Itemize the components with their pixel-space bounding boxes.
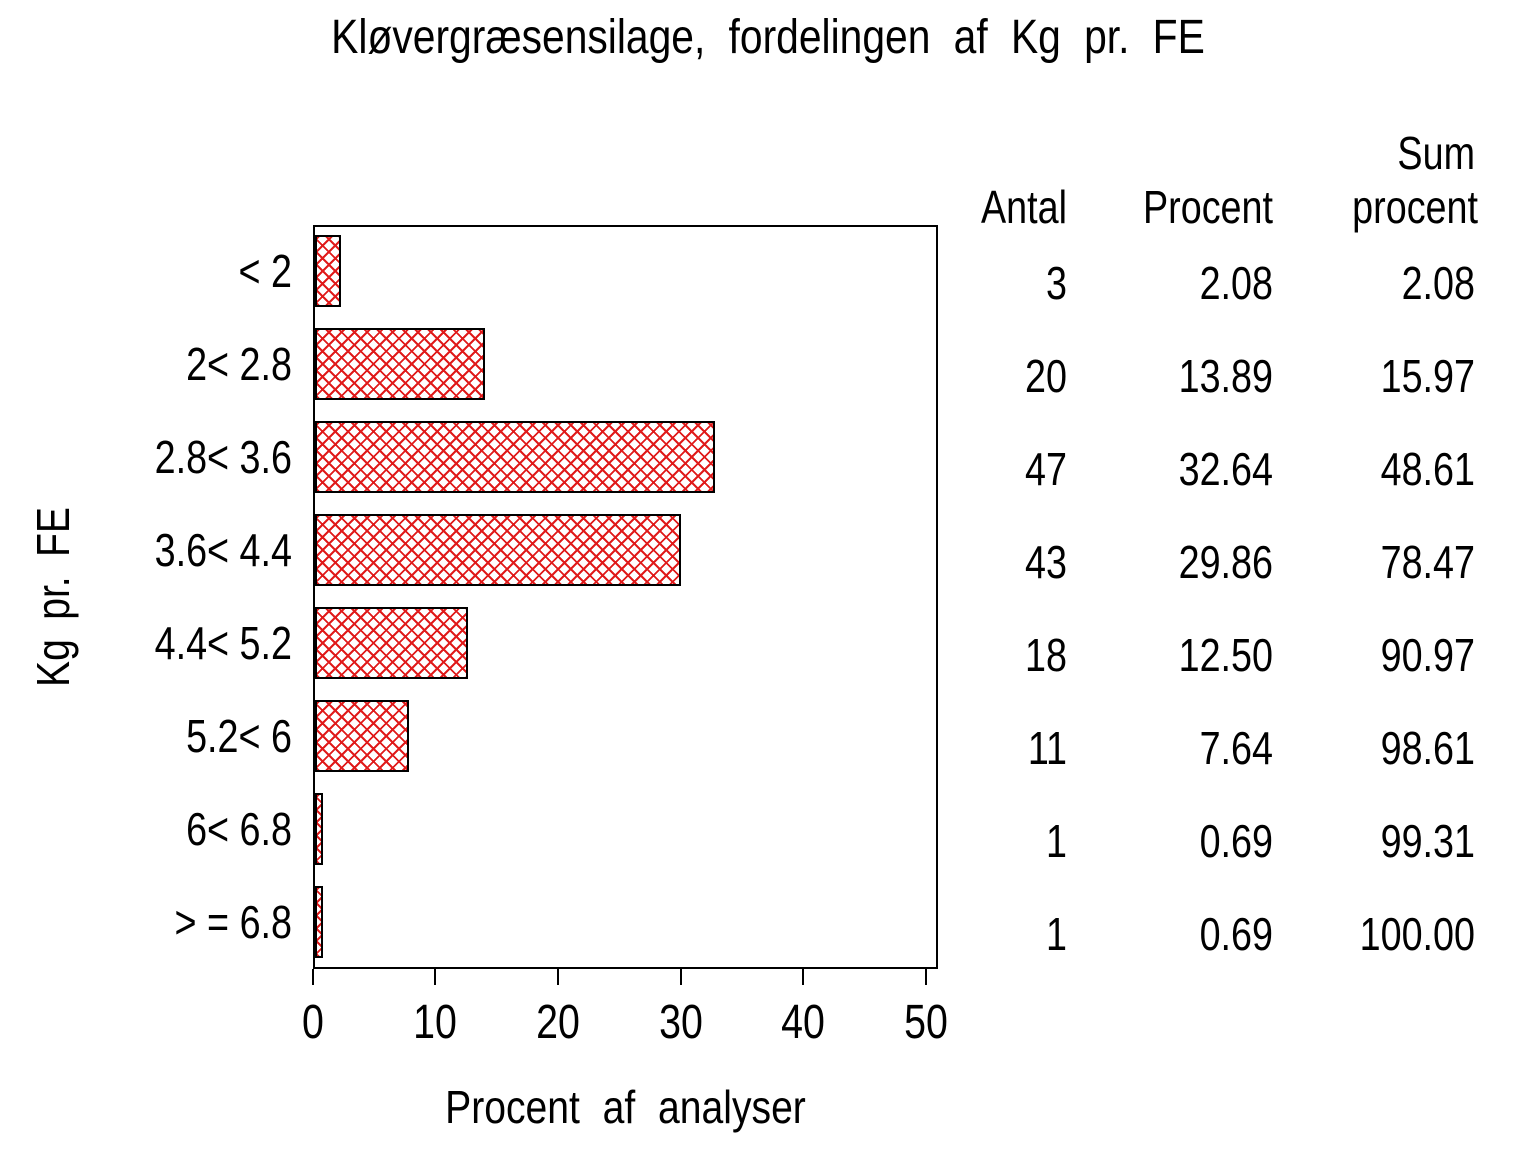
table-row: 1 0.69 100.00	[900, 911, 1536, 957]
chart-title: Kløvergræsensilage, fordelingen af Kg pr…	[331, 11, 1205, 64]
sum-procent-value: 99.31	[1380, 815, 1475, 867]
sum-procent-value: 78.47	[1380, 536, 1475, 588]
procent-value: 13.89	[1178, 350, 1273, 402]
category-label: 2.8< 3.6	[154, 431, 292, 483]
table-row: 1 0.69 99.31	[900, 818, 1536, 864]
antal-value: 1	[1046, 815, 1067, 867]
procent-value: 12.50	[1178, 629, 1273, 681]
bar-gte-6.8	[315, 886, 323, 958]
procent-value: 32.64	[1178, 443, 1273, 495]
sum-procent-value: 48.61	[1380, 443, 1475, 495]
category-label: 4.4< 5.2	[154, 617, 292, 669]
x-tick-label: 40	[781, 996, 825, 1049]
x-tick	[925, 969, 927, 985]
sum-procent-value: 98.61	[1380, 722, 1475, 774]
antal-value: 3	[1046, 257, 1067, 309]
category-label: > = 6.8	[174, 896, 292, 948]
procent-value: 29.86	[1178, 536, 1273, 588]
x-tick	[680, 969, 682, 985]
table-row: 47 32.64 48.61	[900, 446, 1536, 492]
procent-value: 0.69	[1199, 908, 1273, 960]
antal-value: 20	[1025, 350, 1067, 402]
table-row: 3 2.08 2.08	[900, 260, 1536, 306]
table-row: 43 29.86 78.47	[900, 539, 1536, 585]
antal-value: 18	[1025, 629, 1067, 681]
sum-procent-value: 2.08	[1401, 257, 1475, 309]
x-tick-label: 20	[536, 996, 580, 1049]
bar-6-6.8	[315, 793, 323, 865]
bar-4.4-5.2	[315, 607, 468, 679]
sum-procent-value: 15.97	[1380, 350, 1475, 402]
category-label: < 2	[238, 245, 292, 297]
column-header-procent: Procent	[1143, 181, 1273, 233]
procent-value: 0.69	[1199, 815, 1273, 867]
x-tick-label: 30	[659, 996, 703, 1049]
x-axis-label: Procent af analyser	[445, 1081, 806, 1133]
column-header-sum-line1: Sum	[1397, 127, 1475, 179]
table-row: 11 7.64 98.61	[900, 725, 1536, 771]
plot-area	[313, 225, 938, 969]
antal-value: 1	[1046, 908, 1067, 960]
x-tick-label: 10	[413, 996, 457, 1049]
category-label: 2< 2.8	[186, 338, 292, 390]
procent-value: 7.64	[1199, 722, 1273, 774]
column-header-antal: Antal	[981, 181, 1067, 233]
category-label: 6< 6.8	[186, 803, 292, 855]
bar-5.2-6	[315, 700, 409, 772]
x-tick	[802, 969, 804, 985]
x-tick-label: 0	[302, 996, 324, 1049]
x-tick	[557, 969, 559, 985]
antal-value: 47	[1025, 443, 1067, 495]
category-label: 3.6< 4.4	[154, 524, 292, 576]
sum-procent-value: 90.97	[1380, 629, 1475, 681]
category-label: 5.2< 6	[186, 710, 292, 762]
table-row: 20 13.89 15.97	[900, 353, 1536, 399]
bar-lt-2	[315, 235, 341, 307]
bar-2-2.8	[315, 328, 485, 400]
sum-procent-value: 100.00	[1359, 908, 1475, 960]
column-header-sum-line2: procent	[1352, 181, 1478, 233]
bar-2.8-3.6	[315, 421, 715, 493]
x-tick	[434, 969, 436, 985]
bar-3.6-4.4	[315, 514, 681, 586]
procent-value: 2.08	[1199, 257, 1273, 309]
x-tick-label: 50	[904, 996, 948, 1049]
x-tick	[312, 969, 314, 985]
antal-value: 43	[1025, 536, 1067, 588]
antal-value: 11	[1027, 722, 1067, 774]
table-row: 18 12.50 90.97	[900, 632, 1536, 678]
